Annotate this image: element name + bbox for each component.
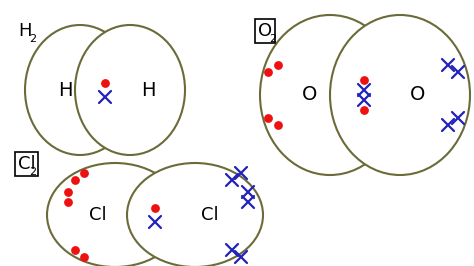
Point — [80, 171, 88, 175]
Text: Cl: Cl — [89, 206, 107, 224]
Point — [264, 116, 272, 120]
Point — [264, 70, 272, 74]
Text: 2: 2 — [29, 167, 36, 177]
Point — [274, 63, 282, 67]
Point — [64, 200, 72, 204]
Text: H: H — [18, 22, 31, 40]
Text: 2: 2 — [269, 34, 276, 44]
Text: O: O — [410, 85, 426, 105]
Point — [274, 123, 282, 127]
Point — [360, 108, 368, 112]
Point — [101, 81, 109, 85]
Text: 2: 2 — [29, 34, 36, 44]
Text: H: H — [58, 81, 72, 99]
Point — [80, 255, 88, 259]
Text: O: O — [302, 85, 318, 105]
Point — [151, 206, 159, 210]
Ellipse shape — [75, 25, 185, 155]
Text: Cl: Cl — [201, 206, 219, 224]
Ellipse shape — [25, 25, 135, 155]
Point — [71, 178, 79, 182]
Ellipse shape — [47, 163, 183, 266]
Point — [360, 78, 368, 82]
Text: Cl: Cl — [18, 155, 36, 173]
Ellipse shape — [260, 15, 400, 175]
Point — [64, 190, 72, 194]
Ellipse shape — [330, 15, 470, 175]
Ellipse shape — [127, 163, 263, 266]
Point — [71, 248, 79, 252]
Text: O: O — [258, 22, 272, 40]
Text: H: H — [141, 81, 155, 99]
